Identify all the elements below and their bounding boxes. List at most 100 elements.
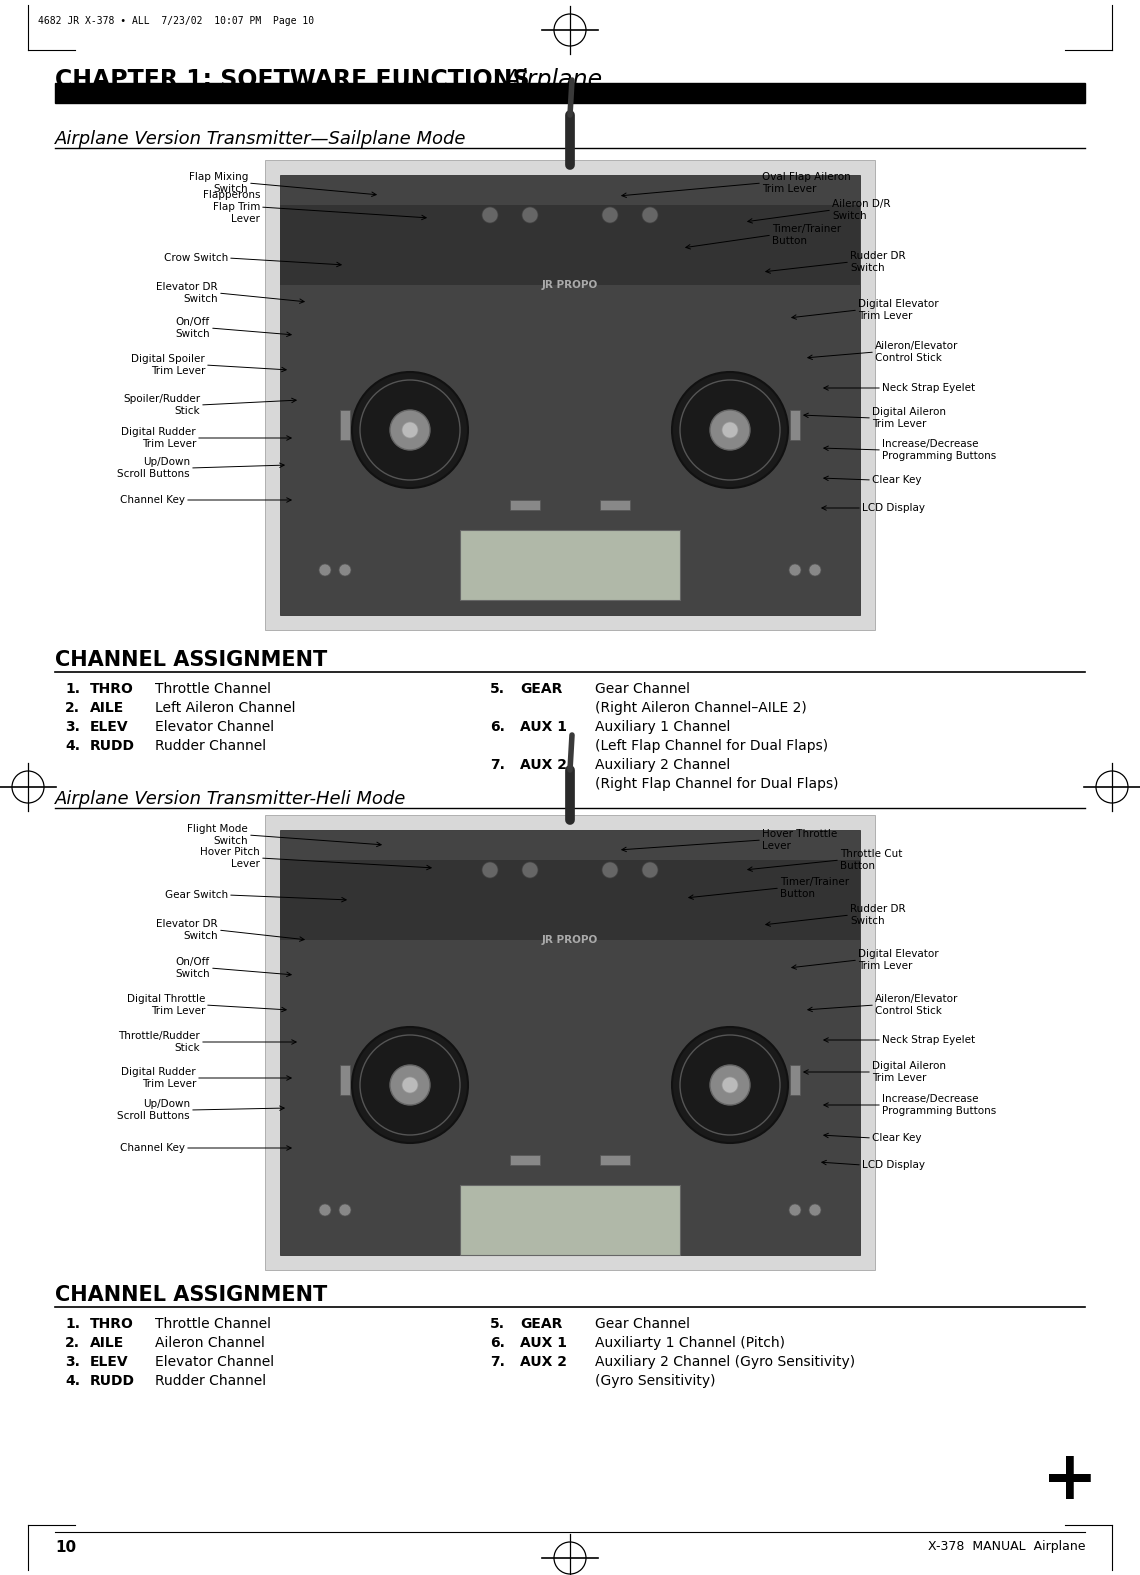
Circle shape	[482, 862, 498, 877]
Bar	[55, 83, 1085, 102]
Text: RUDD: RUDD	[90, 1373, 135, 1388]
Text: Digital Aileron
Trim Lever: Digital Aileron Trim Lever	[872, 1062, 946, 1082]
Text: JR PROPO: JR PROPO	[542, 936, 598, 945]
Bar	[280, 860, 860, 940]
Text: Neck Strap Eyelet: Neck Strap Eyelet	[882, 1035, 975, 1044]
Text: 3.: 3.	[65, 1354, 80, 1369]
Circle shape	[339, 1203, 351, 1216]
Text: Up/Down
Scroll Buttons: Up/Down Scroll Buttons	[117, 457, 190, 479]
Text: Auxiliary 2 Channel: Auxiliary 2 Channel	[595, 758, 731, 772]
Bar	[280, 175, 860, 614]
Text: 2.: 2.	[65, 1336, 80, 1350]
Text: Elevator DR
Switch: Elevator DR Switch	[156, 920, 218, 940]
Text: Airplane Version Transmitter-Heli Mode: Airplane Version Transmitter-Heli Mode	[55, 791, 406, 808]
Text: Rudder Channel: Rudder Channel	[155, 739, 266, 753]
Bar	[461, 531, 679, 600]
Text: AUX 1: AUX 1	[520, 1336, 567, 1350]
Circle shape	[671, 372, 788, 488]
Text: CHANNEL ASSIGNMENT: CHANNEL ASSIGNMENT	[55, 650, 327, 669]
Bar	[600, 1154, 630, 1166]
Text: 4.: 4.	[65, 1373, 80, 1388]
Text: Spoiler/Rudder
Stick: Spoiler/Rudder Stick	[123, 394, 200, 416]
Text: 5.: 5.	[490, 682, 505, 696]
Text: AUX 2: AUX 2	[520, 758, 567, 772]
Circle shape	[789, 564, 801, 576]
Circle shape	[402, 1077, 418, 1093]
Text: Digital Spoiler
Trim Lever: Digital Spoiler Trim Lever	[131, 354, 205, 376]
Circle shape	[642, 862, 658, 877]
Text: Throttle/Rudder
Stick: Throttle/Rudder Stick	[119, 1032, 200, 1052]
Text: Elevator DR
Switch: Elevator DR Switch	[156, 282, 218, 304]
Circle shape	[809, 1203, 821, 1216]
Text: Channel Key: Channel Key	[120, 1143, 185, 1153]
Circle shape	[319, 1203, 331, 1216]
Bar	[280, 205, 860, 285]
Text: X-378  MANUAL  Airplane: X-378 MANUAL Airplane	[928, 1540, 1085, 1553]
Text: Digital Rudder
Trim Lever: Digital Rudder Trim Lever	[121, 427, 196, 449]
Text: Flap Mixing
Switch: Flap Mixing Switch	[188, 172, 249, 194]
Text: Aileron Channel: Aileron Channel	[155, 1336, 264, 1350]
Text: +: +	[1042, 1447, 1098, 1514]
Text: ELEV: ELEV	[90, 1354, 129, 1369]
Text: (Right Aileron Channel–AILE 2): (Right Aileron Channel–AILE 2)	[595, 701, 807, 715]
Text: CHAPTER 1: SOFTWARE FUNCTIONS: CHAPTER 1: SOFTWARE FUNCTIONS	[55, 68, 530, 91]
Text: Rudder DR
Switch: Rudder DR Switch	[850, 250, 905, 272]
Circle shape	[789, 1203, 801, 1216]
Text: Throttle Channel: Throttle Channel	[155, 1317, 271, 1331]
Text: On/Off
Switch: On/Off Switch	[176, 958, 210, 978]
Text: Elevator Channel: Elevator Channel	[155, 720, 274, 734]
Text: 1.: 1.	[65, 1317, 80, 1331]
Text: Increase/Decrease
Programming Buttons: Increase/Decrease Programming Buttons	[882, 1095, 996, 1115]
Circle shape	[710, 1065, 750, 1106]
Text: (Gyro Sensitivity): (Gyro Sensitivity)	[595, 1373, 716, 1388]
Circle shape	[319, 564, 331, 576]
Text: Crow Switch: Crow Switch	[164, 254, 228, 263]
Text: ELEV: ELEV	[90, 720, 129, 734]
Text: Digital Throttle
Trim Lever: Digital Throttle Trim Lever	[127, 994, 205, 1016]
Text: Throttle Channel: Throttle Channel	[155, 682, 271, 696]
Text: Timer/Trainer
Button: Timer/Trainer Button	[772, 224, 841, 246]
Text: On/Off
Switch: On/Off Switch	[176, 317, 210, 339]
Text: 7.: 7.	[490, 758, 505, 772]
Circle shape	[352, 372, 469, 488]
Circle shape	[722, 1077, 738, 1093]
Text: Channel Key: Channel Key	[120, 495, 185, 506]
Text: THRO: THRO	[90, 1317, 133, 1331]
Bar	[340, 1065, 350, 1095]
Circle shape	[710, 410, 750, 450]
Text: 1.: 1.	[65, 682, 80, 696]
Text: RUDD: RUDD	[90, 739, 135, 753]
Text: Rudder DR
Switch: Rudder DR Switch	[850, 904, 905, 926]
Text: 5.: 5.	[490, 1317, 505, 1331]
Text: 4682 JR X-378 • ALL  7/23/02  10:07 PM  Page 10: 4682 JR X-378 • ALL 7/23/02 10:07 PM Pag…	[38, 16, 315, 27]
Bar	[461, 1184, 679, 1255]
Circle shape	[722, 422, 738, 438]
Circle shape	[352, 1027, 469, 1143]
Text: THRO: THRO	[90, 682, 133, 696]
Text: Digital Elevator
Trim Lever: Digital Elevator Trim Lever	[858, 950, 938, 970]
Text: Up/Down
Scroll Buttons: Up/Down Scroll Buttons	[117, 1099, 190, 1121]
Text: Hover Pitch
Lever: Hover Pitch Lever	[201, 847, 260, 869]
Text: 6.: 6.	[490, 1336, 505, 1350]
Text: Gear Channel: Gear Channel	[595, 1317, 690, 1331]
Bar	[264, 814, 876, 1269]
Text: Aileron/Elevator
Control Stick: Aileron/Elevator Control Stick	[876, 994, 959, 1016]
Text: 7.: 7.	[490, 1354, 505, 1369]
Text: Timer/Trainer
Button: Timer/Trainer Button	[780, 877, 849, 899]
Text: JR PROPO: JR PROPO	[542, 280, 598, 290]
Bar	[600, 499, 630, 510]
Text: Aileron/Elevator
Control Stick: Aileron/Elevator Control Stick	[876, 342, 959, 362]
Text: GEAR: GEAR	[520, 1317, 562, 1331]
Circle shape	[602, 206, 618, 224]
Circle shape	[522, 862, 538, 877]
Circle shape	[522, 206, 538, 224]
Text: Gear Switch: Gear Switch	[165, 890, 228, 899]
Text: Airplane Version Transmitter—Sailplane Mode: Airplane Version Transmitter—Sailplane M…	[55, 131, 466, 148]
Circle shape	[642, 206, 658, 224]
Circle shape	[390, 410, 430, 450]
Bar	[790, 410, 800, 439]
Text: LCD Display: LCD Display	[862, 502, 925, 513]
Text: CHANNEL ASSIGNMENT: CHANNEL ASSIGNMENT	[55, 1285, 327, 1306]
Bar	[280, 830, 860, 1255]
Text: Rudder Channel: Rudder Channel	[155, 1373, 266, 1388]
